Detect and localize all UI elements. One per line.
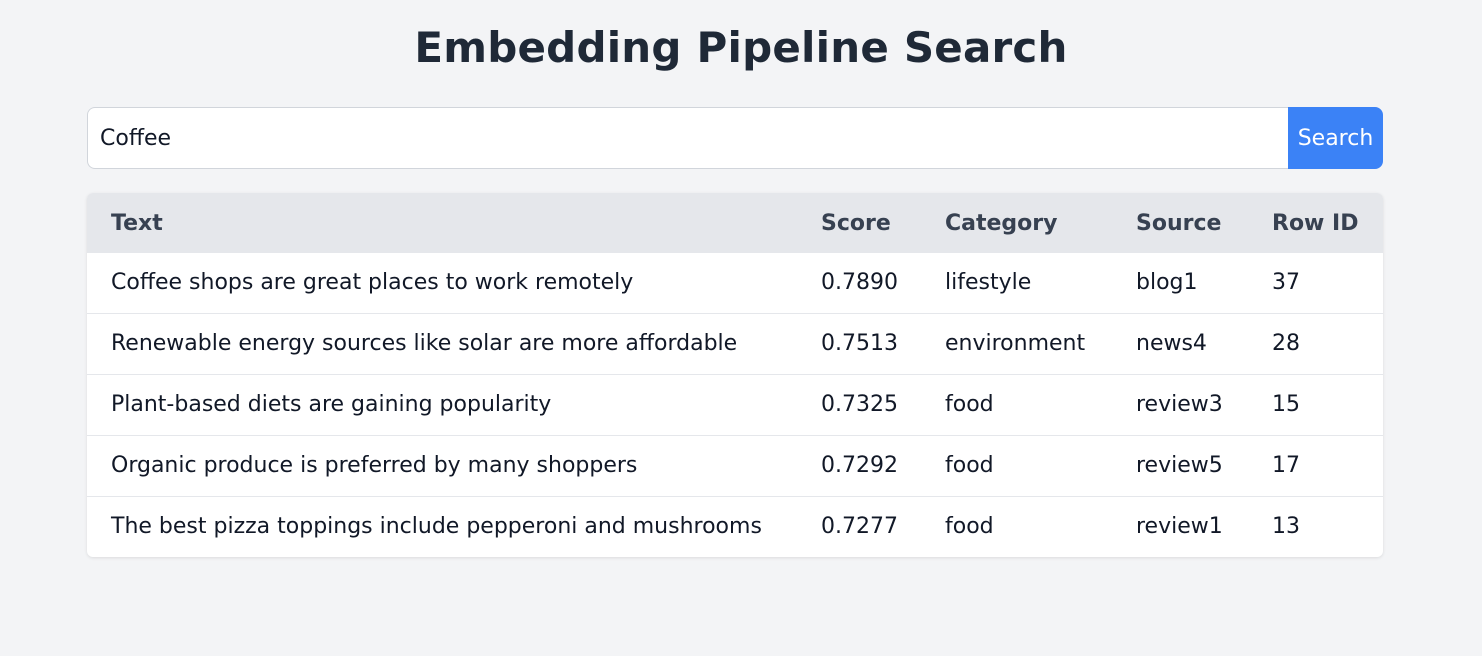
table-row: Renewable energy sources like solar are … (87, 312, 1383, 374)
cell-category: lifestyle (945, 270, 1032, 296)
cell-source: review3 (1112, 373, 1248, 435)
search-bar: Search (87, 107, 1383, 169)
column-header-text: Text (111, 210, 163, 236)
results-table: Text Score Category Source Row ID Coffee… (87, 193, 1383, 557)
cell-score: 0.7292 (797, 434, 921, 496)
cell-row-id: 37 (1272, 270, 1300, 296)
cell-text: Coffee shops are great places to work re… (111, 270, 634, 296)
search-input[interactable] (87, 107, 1288, 169)
cell-text: Plant-based diets are gaining popularity (87, 373, 797, 435)
cell-category: environment (921, 312, 1112, 374)
cell-score: 0.7513 (797, 312, 921, 374)
cell-row-id: 28 (1248, 312, 1383, 374)
table-header: Text Score Category Source Row ID (87, 193, 1383, 253)
cell-text: Organic produce is preferred by many sho… (87, 434, 797, 496)
cell-score: 0.7890 (821, 270, 898, 296)
results-table-container: Text Score Category Source Row ID Coffee… (87, 193, 1383, 557)
table-row: Coffee shops are great places to work re… (87, 253, 1383, 313)
cell-score: 0.7277 (797, 495, 921, 557)
cell-source: blog1 (1136, 270, 1198, 296)
cell-category: food (921, 495, 1112, 557)
cell-row-id: 15 (1248, 373, 1383, 435)
cell-source: review5 (1112, 434, 1248, 496)
cell-text: Renewable energy sources like solar are … (87, 312, 797, 374)
table-row: Organic produce is preferred by many sho… (87, 434, 1383, 496)
table-row: The best pizza toppings include pepperon… (87, 495, 1383, 557)
cell-row-id: 13 (1248, 495, 1383, 557)
column-header-category: Category (945, 210, 1058, 236)
table-header-row: Text Score Category Source Row ID (87, 193, 1383, 253)
column-header-source: Source (1136, 210, 1222, 236)
cell-row-id: 17 (1248, 434, 1383, 496)
cell-category: food (921, 434, 1112, 496)
table-row: Plant-based diets are gaining popularity… (87, 373, 1383, 435)
cell-text: The best pizza toppings include pepperon… (87, 495, 797, 557)
column-header-score: Score (821, 210, 891, 236)
cell-source: review1 (1112, 495, 1248, 557)
column-header-row-id: Row ID (1272, 210, 1359, 236)
table-body: Coffee shops are great places to work re… (87, 253, 1383, 557)
search-button[interactable]: Search (1288, 107, 1383, 169)
cell-score: 0.7325 (797, 373, 921, 435)
cell-category: food (921, 373, 1112, 435)
page-title: Embedding Pipeline Search (414, 23, 1068, 72)
cell-source: news4 (1112, 312, 1248, 374)
